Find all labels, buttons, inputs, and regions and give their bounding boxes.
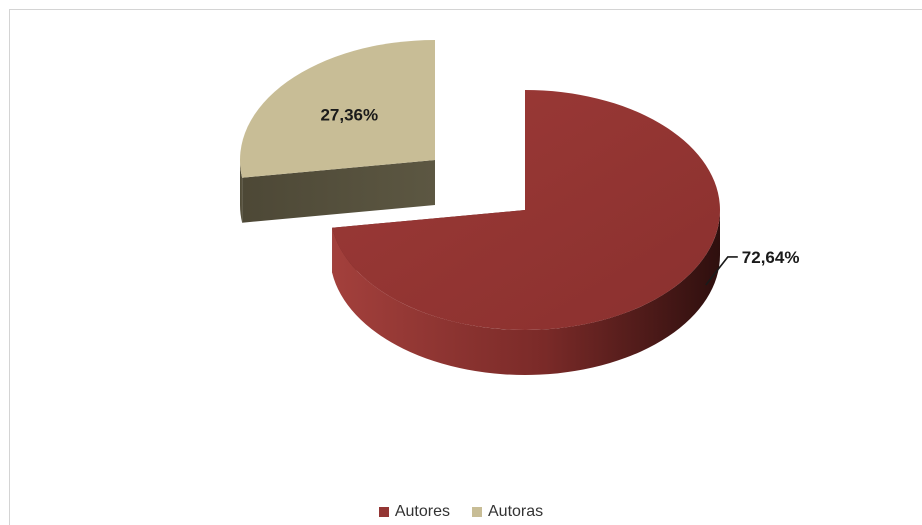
data-label-autoras: 27,36%	[320, 106, 378, 125]
data-label-autores: 72,64%	[742, 248, 800, 267]
legend-label-autores: Autores	[394, 503, 450, 520]
slice-start-wall-autoras	[242, 160, 435, 223]
slice-autoras	[239, 40, 435, 178]
slice-side-autores	[332, 210, 720, 376]
legend-item-autores: Autores	[378, 503, 450, 521]
legend: Autores Autoras	[0, 500, 922, 524]
slice-autores	[332, 90, 720, 330]
chart-frame	[9, 9, 922, 525]
legend-swatch-autores	[378, 507, 389, 517]
leader-line-autores	[705, 256, 738, 286]
slice-side-autoras	[240, 160, 243, 223]
legend-item-autoras: Autoras	[472, 503, 543, 521]
legend-swatch-autoras	[472, 507, 482, 517]
legend-label-autoras: Autoras	[488, 503, 544, 520]
